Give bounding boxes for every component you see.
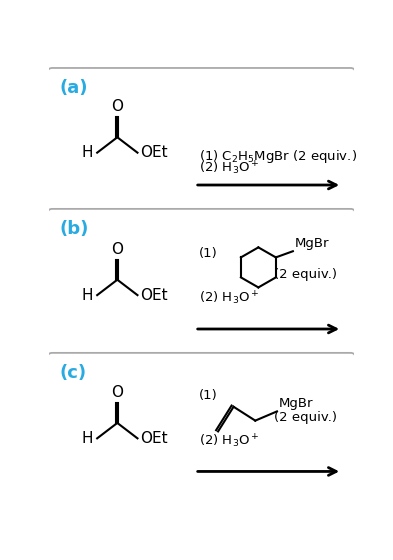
FancyBboxPatch shape (48, 209, 355, 358)
Text: (2 equiv.): (2 equiv.) (274, 268, 338, 281)
Text: MgBr: MgBr (279, 397, 313, 410)
Text: (1): (1) (199, 389, 217, 402)
Text: MgBr: MgBr (294, 237, 329, 250)
Text: (a): (a) (60, 79, 88, 97)
Text: (2 equiv.): (2 equiv.) (274, 410, 338, 424)
Text: O: O (111, 241, 123, 256)
Text: OEt: OEt (140, 145, 167, 160)
Text: (2) H$_3$O$^+$: (2) H$_3$O$^+$ (199, 160, 259, 178)
Text: O: O (111, 385, 123, 400)
FancyBboxPatch shape (48, 68, 355, 214)
FancyBboxPatch shape (48, 353, 355, 501)
Text: (c): (c) (60, 363, 87, 382)
Text: (2) H$_3$O$^+$: (2) H$_3$O$^+$ (199, 290, 259, 307)
Text: (1): (1) (199, 247, 217, 260)
Text: H: H (82, 145, 93, 160)
Text: H: H (82, 431, 93, 446)
Text: H: H (82, 288, 93, 302)
Text: (2) H$_3$O$^+$: (2) H$_3$O$^+$ (199, 432, 259, 450)
Text: O: O (111, 99, 123, 114)
Text: (b): (b) (60, 220, 89, 237)
Text: OEt: OEt (140, 431, 167, 446)
Text: (1) C$_2$H$_5$MgBr (2 equiv.): (1) C$_2$H$_5$MgBr (2 equiv.) (199, 148, 357, 165)
Text: OEt: OEt (140, 288, 167, 302)
